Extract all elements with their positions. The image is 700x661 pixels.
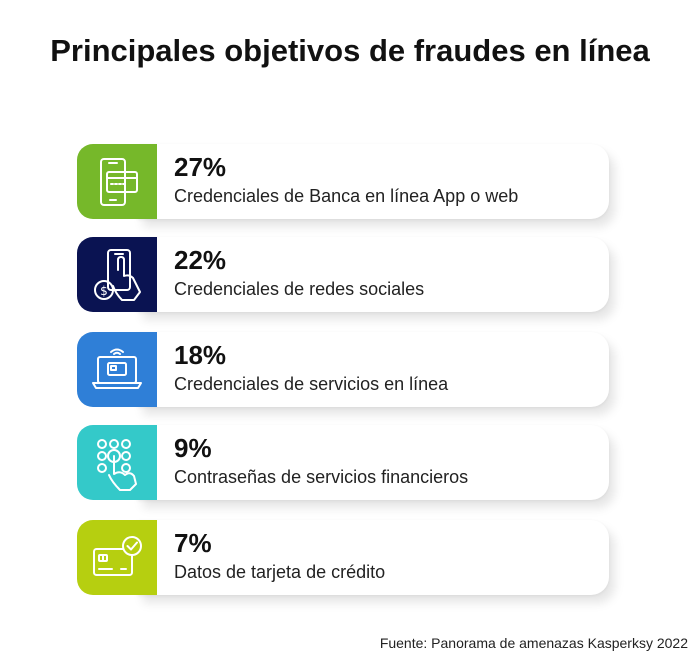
category-label: Datos de tarjeta de crédito [174,562,386,582]
row-5: 7% Datos de tarjeta de crédito [77,520,609,595]
data-label-value: 18% [174,340,227,370]
hand-phone-dollar-icon: $ [94,248,141,301]
category-label: Credenciales de servicios en línea [174,374,449,394]
svg-text:$: $ [100,284,108,298]
row-4: 9% Contraseñas de servicios financieros [77,425,609,500]
data-label-value: 7% [174,528,212,558]
row-card [137,332,609,407]
category-label: Credenciales de Banca en línea App o web [174,186,519,206]
data-label-value: 9% [174,433,212,463]
category-label: Credenciales de redes sociales [174,279,425,299]
row-card [137,425,609,500]
row-card [137,520,609,595]
category-icon-tile [77,144,157,219]
phone-card-icon [100,157,138,206]
card-check-icon [93,535,142,576]
data-label-value: 22% [174,245,227,275]
data-label-value: 27% [174,152,227,182]
laptop-card-icon [92,348,142,389]
chart-title-text: Principales objetivos de fraudes en líne… [50,33,650,68]
category-label: Contraseñas de servicios financieros [174,467,469,487]
category-icon-tile [77,520,157,595]
category-icon-tile [77,425,157,500]
row-1: 27% Credenciales de Banca en línea App o … [77,144,609,219]
row-card [137,237,609,312]
row-3: 18% Credenciales de servicios en línea [77,332,609,407]
chart-title: Principales objetivos de fraudes en líne… [0,30,700,71]
category-icon-tile [77,332,157,407]
category-icon-tile: $ [77,237,157,312]
row-card [137,144,609,219]
row-2: $22% Credenciales de redes sociales [77,237,609,312]
keypad-touch-icon [97,438,137,491]
source-note: Fuente: Panorama de amenazas Kasperksy 2… [379,635,688,651]
